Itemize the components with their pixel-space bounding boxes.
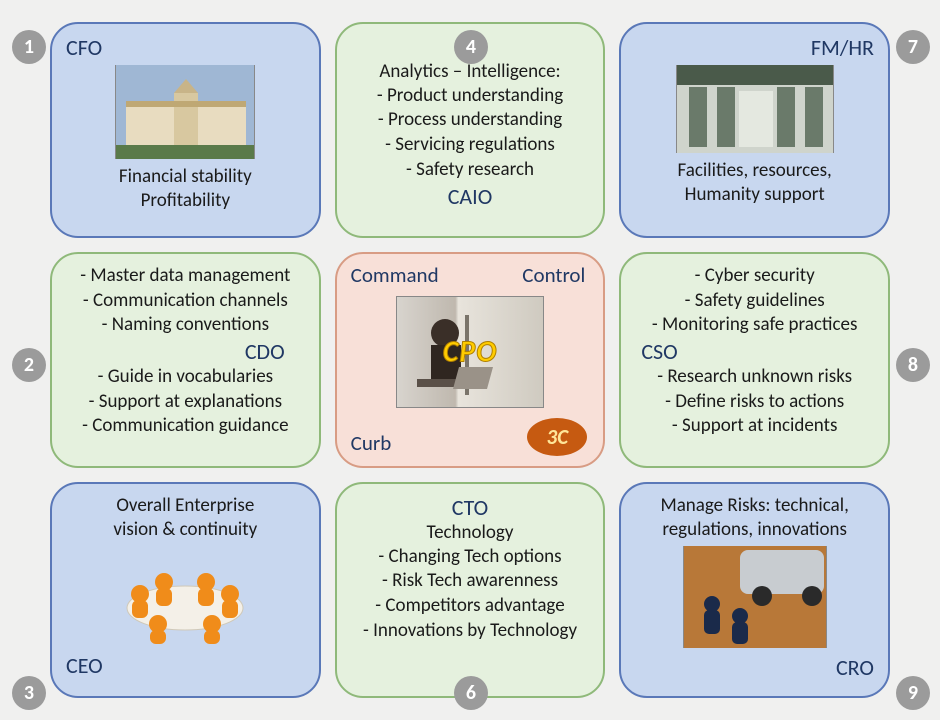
card-fmhr: FM/HR Facilities, resources, Humanity su… [619,22,890,238]
role-cfo: CFO [66,34,305,61]
badge-6: 6 [454,676,488,710]
card-cso: - Cyber security - Safety guidelines - M… [619,252,890,468]
role-cro: CRO [635,654,874,681]
ceo-image [110,546,260,646]
badge-2: 2 [12,348,46,382]
role-fmhr: FM/HR [635,34,874,61]
cto-subtitle: Technology [351,521,590,545]
cto-items: - Changing Tech options - Risk Tech awar… [351,545,590,644]
fmhr-image [676,65,834,153]
cro-image [683,546,827,648]
ceo-desc: Overall Enterprise vision & continuity [66,494,305,542]
cfo-desc: Financial stability Profitability [66,165,305,213]
role-cdo: CDO [66,338,305,365]
cdo-items-top: - Master data management - Communication… [66,264,305,338]
cpo-command: Command [351,262,439,288]
role-caio: CAIO [351,183,590,210]
cro-desc: Manage Risks: technical, regulations, in… [635,494,874,542]
card-cro: Manage Risks: technical, regulations, in… [619,482,890,698]
badge-3c: 3C [527,418,587,456]
cpo-curb: Curb [351,430,392,456]
card-cdo: - Master data management - Communication… [50,252,321,468]
cpo-image: CPO [396,296,544,408]
card-cpo: Command Control Curb CPO 3C [335,252,606,468]
cso-items-top: - Cyber security - Safety guidelines - M… [635,264,874,338]
cards-grid: CFO Financial stability Profitability An… [50,22,890,698]
card-ceo: Overall Enterprise vision & continuity C… [50,482,321,698]
role-cso: CSO [635,338,874,365]
cpo-control: Control [522,262,585,288]
card-cto: CTO Technology - Changing Tech options -… [335,482,606,698]
role-cpo: CPO [397,334,543,371]
badge-1: 1 [12,30,46,64]
role-cto: CTO [351,494,590,521]
cdo-items-bot: - Guide in vocabularies - Support at exp… [66,365,305,439]
palace-icon [116,65,254,159]
badge-7: 7 [896,30,930,64]
car-people-icon [684,546,826,648]
role-ceo: CEO [66,652,305,679]
atrium-icon [677,65,833,153]
cso-items-bot: - Research unknown risks - Define risks … [635,365,874,439]
fmhr-desc: Facilities, resources, Humanity support [635,159,874,207]
card-cfo: CFO Financial stability Profitability [50,22,321,238]
badge-4: 4 [454,30,488,64]
badge-8: 8 [896,348,930,382]
cfo-image [115,65,255,159]
meeting-icon [110,546,260,646]
caio-items: - Product understanding - Process unders… [351,84,590,183]
badge-3: 3 [12,676,46,710]
badge-9: 9 [896,676,930,710]
